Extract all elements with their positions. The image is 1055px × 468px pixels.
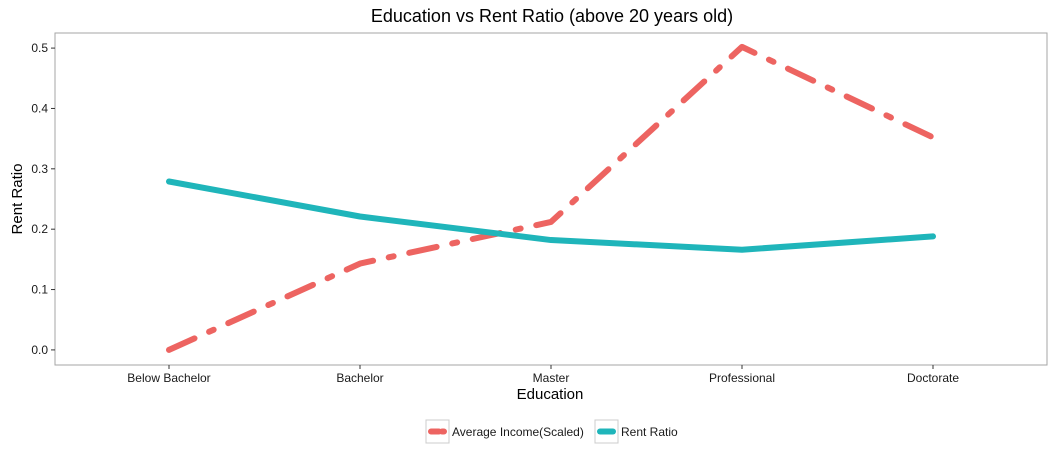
- x-axis-title: Education: [517, 386, 584, 403]
- x-tick-label: Doctorate: [907, 371, 959, 385]
- y-tick-label: 0.3: [31, 162, 48, 176]
- y-tick-label: 0.4: [31, 101, 48, 115]
- x-tick-label: Master: [533, 371, 570, 385]
- series-line-rent-ratio: [166, 178, 936, 253]
- chart-title: Education vs Rent Ratio (above 20 years …: [371, 6, 733, 26]
- x-tick-label: Professional: [709, 371, 775, 385]
- y-axis-title: Rent Ratio: [9, 164, 26, 235]
- y-axis: 0.0 0.1 0.2 0.3 0.4 0.5: [31, 41, 55, 357]
- legend-label: Rent Ratio: [621, 425, 678, 439]
- legend: Average Income(Scaled) Rent Ratio: [425, 419, 678, 444]
- plot-panel: [54, 32, 1048, 366]
- y-tick-label: 0.1: [31, 283, 48, 297]
- x-tick-label: Below Bachelor: [127, 371, 210, 385]
- y-tick-label: 0.0: [31, 343, 48, 357]
- series-line-average-income-scaled: [166, 43, 936, 353]
- x-axis: Below Bachelor Bachelor Master Professional…: [127, 365, 959, 385]
- y-tick-label: 0.2: [31, 222, 48, 236]
- x-tick-label: Bachelor: [336, 371, 383, 385]
- series-layer: [166, 43, 936, 353]
- y-tick-label: 0.5: [31, 41, 48, 55]
- legend-label: Average Income(Scaled): [452, 425, 584, 439]
